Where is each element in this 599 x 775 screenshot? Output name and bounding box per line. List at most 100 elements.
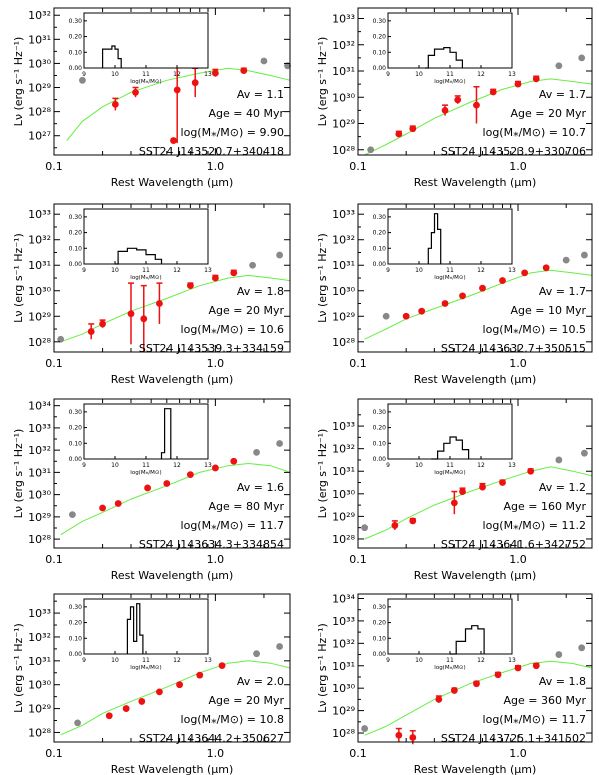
inset-y-tick-label: 0.00 [373, 65, 387, 72]
ir-photometry-point [74, 719, 81, 727]
ir-photometry-point [276, 440, 283, 447]
inset-x-label: log(M⁎/M⊙) [130, 275, 161, 281]
inset-frame [83, 12, 209, 69]
sed-panel-4: 10²⁸ 10²⁹ 10³⁰ 10³¹ 10³² 10³³ 0.1 1.0 Rest Wavel… [316, 203, 593, 386]
inset-x-tick-label: 10 [111, 267, 119, 274]
fit-annotation: Av = 2.0 [237, 675, 284, 688]
fit-annotation: Age = 80 Myr [208, 500, 284, 513]
fit-annotation: Av = 1.7 [539, 88, 586, 101]
photometry-point [186, 471, 194, 479]
sed-panel-5: 10²⁸ 10²⁹ 10³⁰ 10³¹ 10³² 10³³ 10³⁴ 0.1 1.0 Rest W… [12, 398, 291, 582]
photometry-point [532, 75, 540, 83]
ir-photometry-point [361, 524, 369, 532]
fit-annotation: Age = 10 Myr [510, 304, 586, 317]
ir-photometry-point [382, 312, 390, 320]
fit-annotation: SST24 J143523.9+330706 [441, 145, 586, 158]
inset-y-tick-label: 0.10 [373, 49, 387, 56]
photometry-point [140, 315, 148, 323]
inset-x-tick-label: 13 [508, 462, 516, 469]
y-tick-label: 10²⁹ [332, 705, 355, 718]
photometry-point [186, 282, 194, 290]
ir-photometry-point [276, 251, 283, 259]
x-tick-label: 1.0 [509, 357, 527, 370]
inset-x-tick-label: 11 [446, 657, 454, 664]
histogram-line [126, 603, 144, 654]
histogram-line [431, 436, 470, 460]
fit-annotation: log(M⁎/M⊙) = 11.7 [181, 519, 284, 532]
y-tick-label: 10²⁹ [332, 310, 355, 323]
photometry-point [514, 80, 522, 88]
y-tick-label: 10²⁹ [332, 118, 355, 131]
model-sed-line [364, 78, 593, 156]
fit-annotation: Av = 1.8 [237, 285, 284, 298]
photometry-point [454, 96, 462, 104]
mass-histogram-inset: 9 10 11 12 13 0.00 0.10 0.20 0.30 log(M⁎/M⊙) [373, 12, 516, 85]
y-tick-label: 10²⁸ [28, 106, 51, 119]
histogram-line [160, 408, 172, 459]
fit-annotation: SST24 J143634.3+334854 [139, 538, 284, 551]
photometry-point [479, 284, 486, 292]
y-tick-label: 10³² [28, 444, 51, 457]
photometry-point [391, 522, 399, 529]
photometry-point [230, 457, 238, 465]
photometry-point [409, 734, 417, 741]
y-tick-label: 10³¹ [28, 655, 51, 668]
inset-y-tick-label: 0.20 [69, 620, 83, 627]
photometry-point [499, 277, 506, 284]
fit-annotation: log(M⁎/M⊙) = 10.6 [181, 323, 284, 336]
plot-frame [357, 7, 593, 156]
inset-frame [83, 403, 209, 460]
x-tick-label: 0.1 [349, 160, 367, 173]
y-tick-label: 10³² [28, 631, 51, 644]
y-tick-label: 10³⁰ [332, 682, 355, 695]
histogram-line [101, 45, 122, 68]
y-tick-label: 10²⁸ [28, 533, 51, 546]
model-sed-line [66, 67, 291, 141]
inset-y-tick-label: 0.10 [373, 440, 387, 447]
ir-photometry-point [253, 650, 260, 658]
ir-photometry-point [68, 511, 76, 519]
fit-annotation: SST24 J143641.6+342752 [441, 538, 586, 551]
y-tick-label: 10²⁸ [332, 144, 355, 157]
photometry-point [218, 662, 226, 670]
model-sed-line [60, 660, 291, 736]
x-tick-label: 1.0 [207, 160, 225, 173]
photometry-point [450, 687, 458, 694]
x-tick-label: 0.1 [45, 160, 63, 173]
ir-photometry-point [367, 146, 375, 154]
inset-frame [387, 598, 513, 655]
photometry-point [105, 712, 113, 720]
fit-annotation: SST24 J143725.1+341502 [441, 732, 586, 745]
x-axis-label: Rest Wavelength (μm) [111, 176, 234, 189]
inset-y-tick-label: 0.10 [69, 49, 83, 56]
inset-x-tick-label: 12 [173, 267, 181, 274]
photometry-point [409, 125, 417, 133]
y-tick-label: 10²⁸ [332, 336, 355, 349]
y-tick-label: 10³³ [28, 422, 51, 435]
photometry-point [127, 310, 135, 318]
fit-annotation: log(M⁎/M⊙) = 9.90 [181, 126, 284, 139]
x-axis-label: Rest Wavelength (μm) [111, 569, 234, 582]
inset-frame [387, 208, 513, 265]
sed-panel-3: 10²⁸ 10²⁹ 10³⁰ 10³¹ 10³² 10³³ 0.1 1.0 Rest Wavel… [12, 203, 291, 386]
photometry-point [435, 695, 443, 703]
photometry-point [211, 464, 219, 472]
fit-annotation: Age = 20 Myr [208, 694, 284, 707]
inset-y-tick-label: 0.10 [69, 245, 83, 252]
inset-y-tick-label: 0.20 [69, 34, 83, 41]
y-tick-label: 10³¹ [332, 65, 355, 78]
plot-frame [53, 398, 291, 549]
photometry-point [441, 106, 449, 114]
photometry-point [156, 688, 163, 696]
inset-y-tick-label: 0.00 [69, 456, 83, 463]
photometry-point [156, 300, 163, 307]
sed-panel-2: 10²⁸ 10²⁹ 10³⁰ 10³¹ 10³² 10³³ 0.1 1.0 Rest Wavel… [316, 7, 593, 189]
inset-x-tick-label: 13 [204, 267, 212, 274]
fit-annotation: log(M⁎/M⊙) = 11.7 [483, 713, 586, 726]
ir-photometry-point [57, 335, 65, 343]
x-tick-label: 0.1 [349, 747, 367, 760]
photometry-point [240, 67, 248, 75]
x-tick-label: 0.1 [349, 553, 367, 566]
inset-y-tick-label: 0.20 [373, 34, 387, 41]
histogram-line [115, 247, 163, 265]
